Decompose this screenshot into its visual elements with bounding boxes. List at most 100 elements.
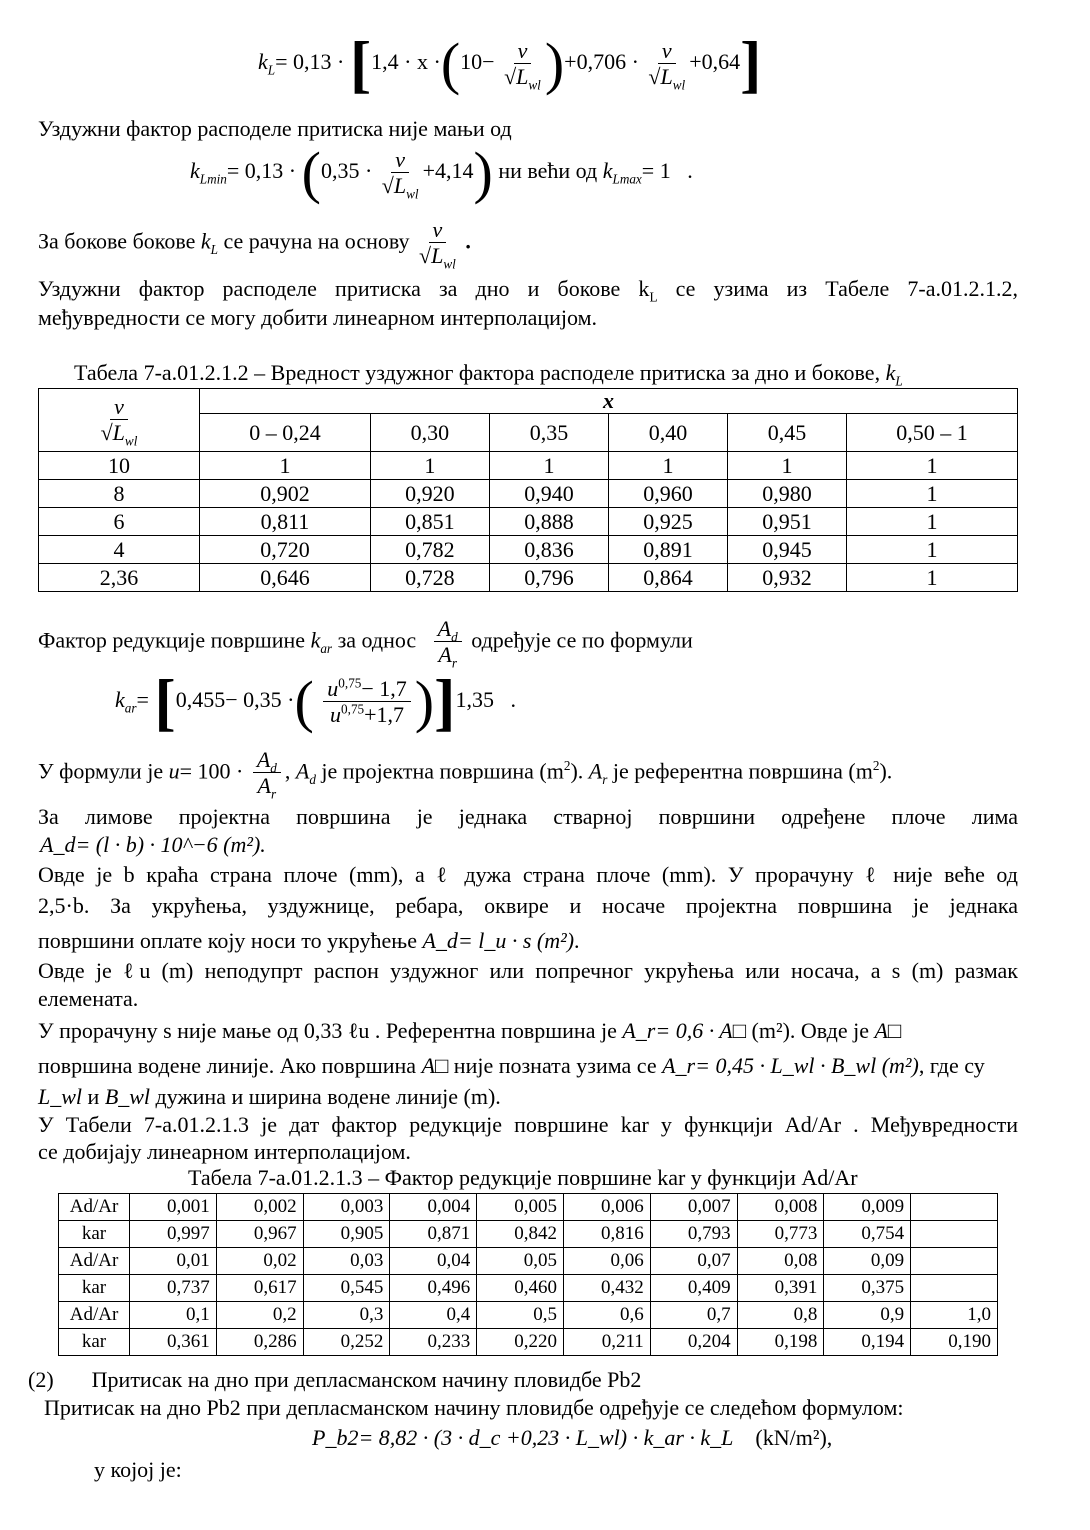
table-cell: 0,009 (823, 1193, 912, 1221)
table-cell: 0,04 (389, 1247, 478, 1275)
table-cell: kar (58, 1274, 130, 1302)
table-cell: 1 (846, 535, 1018, 564)
table-cell: 0,198 (736, 1328, 825, 1356)
table-cell (910, 1220, 998, 1248)
table-cell: 0,007 (649, 1193, 738, 1221)
paragraph: међувредности се могу добити линеарном и… (38, 305, 598, 330)
table-cell: 0,5 (476, 1301, 564, 1329)
table-cell: 1 (846, 507, 1018, 536)
table-cell: Ad/Ar (58, 1301, 130, 1329)
table-row: 2,36 0,646 0,728 0,796 0,864 0,932 1 (38, 563, 1018, 592)
table-cell: 0,842 (476, 1220, 564, 1248)
table-cell: 2,36 (38, 563, 200, 592)
table-row: kar 0,997 0,967 0,905 0,871 0,842 0,816 0,793 0,… (58, 1220, 998, 1248)
table-row: Ad/Ar 0,01 0,02 0,03 0,04 0,05 0,06 0,07 0,08 0,0… (58, 1247, 998, 1275)
table1: v √Lwl x 0 – 0,24 0,30 0,35 0,40 0,45 0,50 – 1… (38, 388, 1018, 592)
table-cell: 0,945 (726, 535, 848, 564)
table-row: 6 0,811 0,851 0,888 0,925 0,951 1 (38, 507, 1018, 536)
table-cell: 0,891 (607, 535, 729, 564)
table-cell: 1 (199, 451, 371, 480)
table-cell: Ad/Ar (58, 1193, 130, 1221)
table-cell: 0,211 (562, 1328, 651, 1356)
table-cell: 1 (846, 563, 1018, 592)
table-cell: 0,905 (302, 1220, 391, 1248)
table1-caption: Табела 7-а.01.2.1.2 – Вредност уздужног … (74, 360, 903, 389)
formula-Ad: A_d= (l · b) · 10^−6 (m²). (40, 832, 266, 857)
header-x: x (199, 388, 1018, 414)
table-cell: 4 (38, 535, 200, 564)
table-cell: 0,005 (476, 1193, 564, 1221)
formula-pb2: P_b2= 8,82 · (3 · d_c +0,23 · L_wl) · k_… (312, 1425, 833, 1450)
paragraph: у којој је: (94, 1457, 182, 1482)
table-cell: 1 (369, 451, 490, 480)
table-cell: 0,728 (369, 563, 490, 592)
paragraph: површина водене линије. Ако површина A□ … (38, 1053, 985, 1078)
table-cell: 0,03 (302, 1247, 391, 1275)
table-cell: 0,967 (215, 1220, 304, 1248)
table-cell: 0,796 (488, 563, 609, 592)
table-cell: 0,006 (562, 1193, 651, 1221)
table1-column-header: 0,30 (369, 413, 490, 452)
table-cell: 0,851 (369, 507, 490, 536)
paragraph: површини оплате коју носи то укрућење A_… (38, 928, 580, 953)
paragraph: За лимове пројектна површина је једнака … (38, 804, 1018, 829)
table2-caption: Табела 7-а.01.2.1.3 – Фактор редукције п… (188, 1165, 858, 1190)
table-row: 4 0,720 0,782 0,836 0,891 0,945 1 (38, 535, 1018, 564)
table-cell: 0,8 (736, 1301, 825, 1329)
paragraph: У прорачуну s није мање од 0,33 ℓu . Реф… (38, 1018, 902, 1043)
table-cell: 0,9 (823, 1301, 912, 1329)
table-cell: 1 (607, 451, 729, 480)
paragraph: Овде је ℓu (m) неподупрт распон уздужног… (38, 958, 1018, 983)
table-cell: 0,001 (129, 1193, 217, 1221)
table-cell: 0,204 (649, 1328, 738, 1356)
table2-wrapper: Ad/Ar 0,001 0,002 0,003 0,004 0,005 0,006 0,007… (0, 1193, 1090, 1367)
table-cell: 0,409 (649, 1274, 738, 1302)
table-cell: 0,361 (129, 1328, 217, 1356)
formula-kLmin: kLmin= 0,13 · (0,35 · v √Lwl +4,14) ни већ… (190, 140, 693, 205)
paragraph: У формули је u= 100 · Ad Ar, Ad је пројек… (38, 747, 893, 802)
table-cell: 0,460 (476, 1274, 564, 1302)
table-cell: 0,3 (302, 1301, 391, 1329)
table-cell: 0,06 (562, 1247, 651, 1275)
table-cell: 0,980 (726, 479, 848, 508)
table-row: kar 0,361 0,286 0,252 0,233 0,220 0,211 0,204 0,… (58, 1328, 998, 1356)
table-cell: 0,220 (476, 1328, 564, 1356)
table-cell: 0,432 (562, 1274, 651, 1302)
table-cell: 0,793 (649, 1220, 738, 1248)
table-row: Ad/Ar 0,1 0,2 0,3 0,4 0,5 0,6 0,7 0,8 0,9 1,0 (58, 1301, 998, 1329)
table-cell: 0,773 (736, 1220, 825, 1248)
table-row: 10 1 1 1 1 1 1 (38, 451, 1018, 480)
table-cell: 0,190 (910, 1328, 998, 1356)
table-cell: 0,194 (823, 1328, 912, 1356)
table-cell: 0,4 (389, 1301, 478, 1329)
table-cell: 0,004 (389, 1193, 478, 1221)
table-cell: 0,08 (736, 1247, 825, 1275)
table-cell: 0,902 (199, 479, 371, 508)
paragraph: За бокове бокове kL се рачуна на основу … (38, 217, 471, 272)
table-row: 8 0,902 0,920 0,940 0,960 0,980 1 (38, 479, 1018, 508)
table1-column-header: 0,45 (726, 413, 848, 452)
table2: Ad/Ar 0,001 0,002 0,003 0,004 0,005 0,006 0,007… (58, 1193, 998, 1356)
table1-column-header: 0,40 (607, 413, 729, 452)
table-cell: 8 (38, 479, 200, 508)
paragraph: елемената. (38, 986, 139, 1011)
table-cell: 0,003 (302, 1193, 391, 1221)
table-cell (910, 1274, 998, 1302)
paragraph: се добијају линеарном интерполацијом. (38, 1139, 411, 1164)
table-cell: 0,617 (215, 1274, 304, 1302)
table-cell (910, 1193, 998, 1221)
table-cell: 0,05 (476, 1247, 564, 1275)
formula-kL: kL= 0,13 · [1,4 · x ·(10− v √Lwl)+0,706 ·… (258, 28, 762, 99)
table-cell: 0,008 (736, 1193, 825, 1221)
table-cell: 0,997 (129, 1220, 217, 1248)
table-cell: 0,286 (215, 1328, 304, 1356)
table-cell: 0,375 (823, 1274, 912, 1302)
table-cell: 0,811 (199, 507, 371, 536)
table-cell: 0,545 (302, 1274, 391, 1302)
table-cell: 0,391 (736, 1274, 825, 1302)
table-cell: 0,871 (389, 1220, 478, 1248)
paragraph: Притисак на дно Pb2 при депласманском на… (44, 1395, 904, 1420)
table-cell: 1 (488, 451, 609, 480)
table-cell: 0,02 (215, 1247, 304, 1275)
